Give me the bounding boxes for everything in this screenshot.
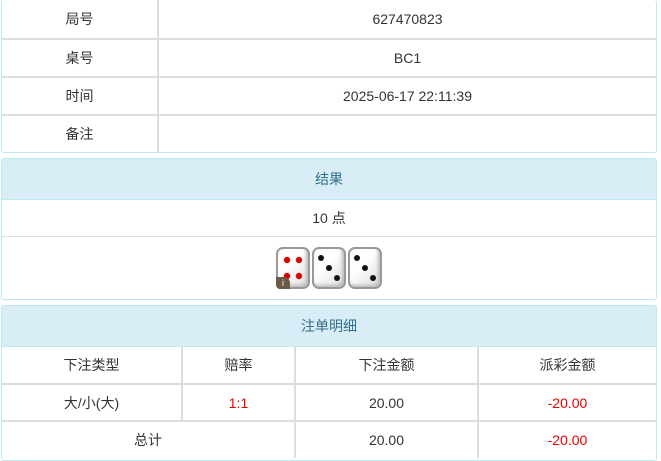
total-label: 总计 [2, 421, 296, 458]
bet-odds: 1:1 [182, 384, 296, 422]
table-number: BC1 [158, 39, 656, 78]
note-value [158, 115, 656, 152]
header-type: 下注类型 [2, 347, 183, 385]
bet-type: 大/小(大) [2, 384, 183, 422]
die-four: i [276, 247, 310, 289]
total-payout: -20.00 [547, 432, 588, 448]
header-amount: 下注金额 [295, 347, 479, 385]
info-row-round: 局号 627470823 [2, 0, 656, 40]
pip [354, 255, 360, 261]
pip [362, 265, 368, 271]
bet-payout: -20.00 [478, 384, 656, 422]
label: 桌号 [2, 39, 159, 78]
bets-header-row: 下注类型 赔率 下注金额 派彩金额 [2, 347, 656, 385]
info-icon[interactable]: i [276, 277, 290, 289]
info-panel: 局号 627470823 桌号 BC1 时间 2025-06-17 22:11:39 … [1, 0, 657, 153]
label: 备注 [2, 115, 159, 152]
bets-panel: 注单明细 下注类型 赔率 下注金额 派彩金额 大/小(大) 1:1 20.00 … [1, 305, 657, 461]
pip [334, 275, 340, 281]
pip [284, 257, 290, 263]
die-three [312, 247, 346, 289]
bet-amount: 20.00 [295, 384, 479, 422]
time-value: 2025-06-17 22:11:39 [158, 77, 656, 116]
info-row-note: 备注 [2, 115, 656, 152]
total-row: 总计 20.00 -20.00 [2, 421, 656, 458]
header-payout: 派彩金额 [478, 347, 656, 385]
dice-row: i [2, 237, 656, 299]
header-odds: 赔率 [182, 347, 296, 385]
pip [326, 265, 332, 271]
pip [318, 255, 324, 261]
label: 时间 [2, 77, 159, 116]
result-title: 结果 [2, 159, 656, 200]
result-points: 10 点 [2, 200, 656, 237]
info-row-table: 桌号 BC1 [2, 39, 656, 78]
result-panel: 结果 10 点 i [1, 158, 657, 300]
round-number: 627470823 [158, 0, 656, 40]
bets-title: 注单明细 [2, 306, 656, 347]
label: 局号 [2, 0, 159, 40]
info-row-time: 时间 2025-06-17 22:11:39 [2, 77, 656, 116]
pip [370, 275, 376, 281]
total-amount: 20.00 [295, 421, 479, 458]
pip [296, 257, 302, 263]
die-three [348, 247, 382, 289]
pip [296, 273, 302, 279]
table-row: 大/小(大) 1:1 20.00 -20.00 [2, 384, 656, 422]
pip [284, 273, 290, 279]
